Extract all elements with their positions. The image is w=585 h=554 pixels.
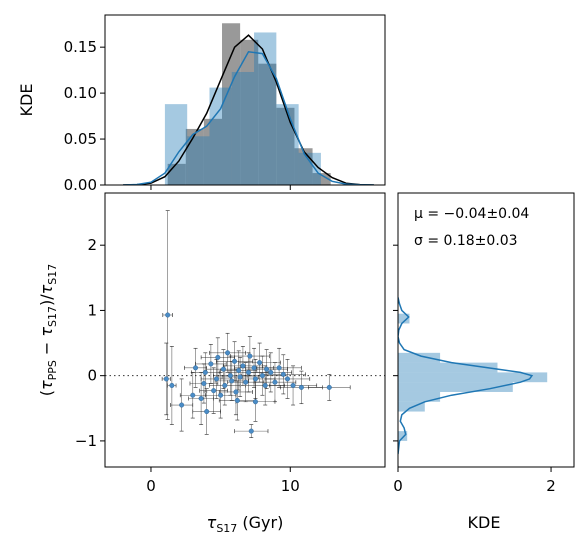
right-x-tick-label: 0 [393,477,403,495]
data-point [204,409,210,415]
top-hist-bar [187,136,210,185]
main-y-tick-label: 1 [87,301,97,319]
right-kde-line [398,297,534,455]
main-panel-frame [104,192,386,468]
data-point [211,388,217,394]
top-y-tick-label: 0.05 [64,130,97,148]
main-scatter-panel: 0 10 −1 0 1 2 τS17 (Gyr) (τPPS − τS17)/τS17 [37,192,386,535]
data-point [179,402,185,408]
data-point [276,365,282,371]
top-marginal-panel: 0.00 0.05 0.10 0.15 KDE [17,14,386,194]
top-hist-bar [312,173,331,185]
data-point [232,358,238,364]
main-x-tick-label: 10 [281,477,300,495]
data-point [220,366,226,372]
data-point [237,374,243,380]
data-point [222,382,228,388]
right-hist-bar [398,391,441,402]
data-point [284,376,290,382]
data-point [233,389,239,395]
right-hist-bar [398,382,513,392]
data-point [227,373,233,379]
main-x-axis-label: τS17 (Gyr) [207,513,284,535]
top-panel-frame [104,14,386,186]
top-hist-bar [231,71,255,185]
data-point [201,380,207,386]
data-point [264,366,270,372]
data-point [252,376,258,382]
top-hist-bar [276,107,295,185]
data-point [259,373,265,379]
main-y-tick-label: 0 [87,367,97,385]
data-point [236,367,242,373]
data-point [215,354,221,360]
data-point [240,363,246,369]
top-y-tick-label: 0.00 [64,176,97,194]
data-point [272,379,278,385]
right-hist-bar [398,401,425,412]
top-y-tick-label: 0.10 [64,84,97,102]
data-point [193,365,199,371]
top-hist-bar [240,39,259,185]
top-kde-line [123,34,374,185]
right-marginal-panel: 0 2 μ = −0.04±0.04 σ = 0.18±0.03 KDE [393,192,575,532]
right-panel-frame [397,192,575,468]
data-point [257,360,263,366]
data-point [225,350,231,356]
main-y-tick-label: −1 [75,432,97,450]
data-point [245,369,251,375]
top-hist-bar [258,63,277,185]
data-point [190,392,196,398]
data-point [169,382,175,388]
data-point [280,371,286,377]
right-x-axis-label: KDE [468,513,501,532]
main-y-axis-label: (τPPS − τS17)/τS17 [37,264,59,397]
data-point [252,399,258,405]
sigma-annotation: σ = 0.18±0.03 [414,233,518,249]
top-hist-bar [294,148,313,185]
data-point [248,428,254,434]
data-point [165,312,171,318]
data-point [247,353,253,359]
right-hist-bar [398,362,498,373]
data-point [326,384,332,390]
right-hist-bar [398,352,441,363]
data-point [163,376,169,382]
data-point [268,369,274,375]
data-point [213,376,219,382]
data-point [251,365,257,371]
mu-annotation: μ = −0.04±0.04 [414,206,529,222]
data-point [243,379,249,385]
top-hist-bar [209,87,232,185]
right-hist-bar [398,431,408,441]
top-hist-bar [298,152,321,185]
data-point [234,397,240,403]
right-x-tick-label: 2 [546,477,556,495]
top-hist-bar [203,118,223,185]
top-kde-line [123,50,374,185]
main-y-tick-label: 2 [87,236,97,254]
data-point [290,382,296,388]
data-point [298,384,304,390]
top-hist-bar [222,23,241,185]
main-x-tick-label: 0 [146,477,156,495]
right-hist-bar [398,313,410,324]
data-point [202,369,208,375]
right-hist-bar [398,372,548,383]
data-point [262,382,268,388]
data-point [229,378,235,384]
data-point [218,392,224,398]
top-y-axis-label: KDE [17,84,36,117]
data-point [198,396,204,402]
data-point [208,361,214,367]
top-y-tick-label: 0.15 [64,38,97,56]
